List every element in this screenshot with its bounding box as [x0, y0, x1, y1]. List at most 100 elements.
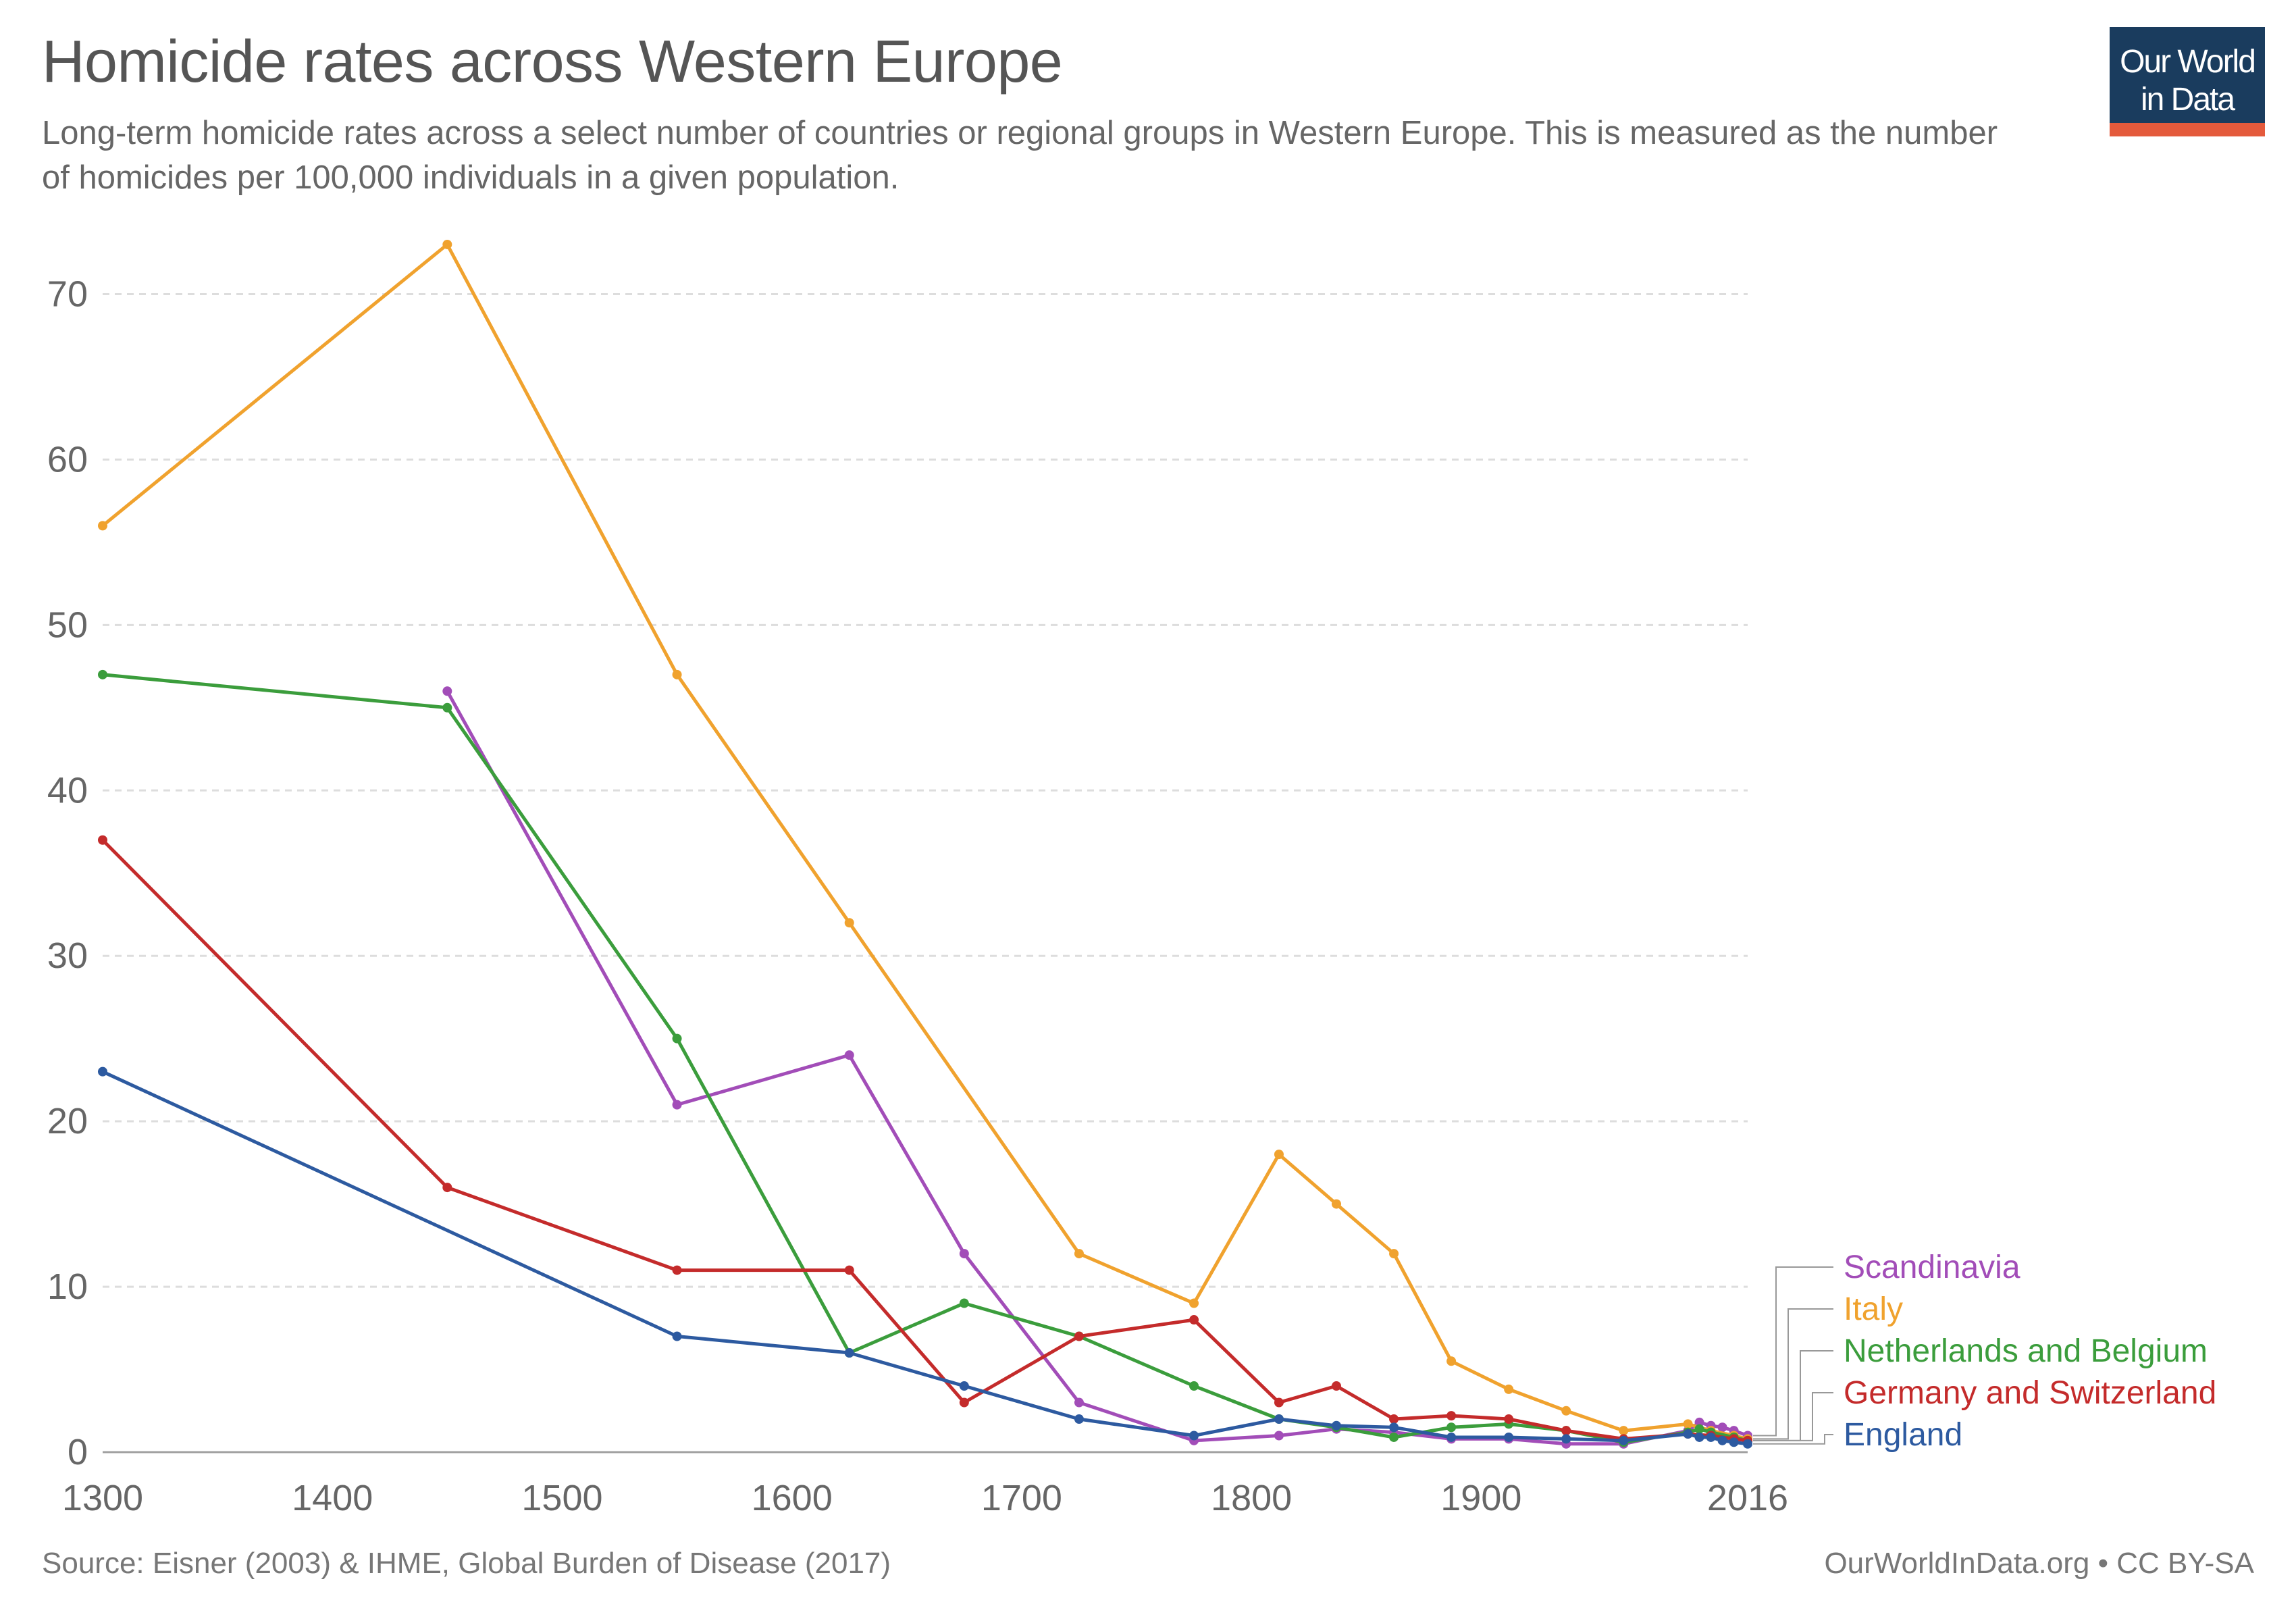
data-point [1446, 1356, 1457, 1366]
owid-logo[interactable]: Our World in Data [2110, 27, 2265, 136]
legend-connector [1753, 1350, 1833, 1441]
data-point [959, 1397, 969, 1408]
data-point [672, 669, 682, 679]
data-point [1189, 1381, 1199, 1391]
data-point [1743, 1439, 1752, 1449]
data-point [1074, 1397, 1084, 1408]
series-germany-and-switzerland [98, 835, 1752, 1445]
logo-text-line-1: Our World [2120, 44, 2256, 80]
chart-subtitle: Long-term homicide rates across a select… [42, 115, 1998, 196]
legend-connector [1753, 1434, 1833, 1445]
data-series [98, 239, 1752, 1449]
source-note[interactable]: Source: Eisner (2003) & IHME, Global Bur… [42, 1547, 891, 1580]
series-italy [98, 239, 1752, 1444]
logo-accent-bar [2110, 123, 2265, 136]
data-point [1504, 1384, 1514, 1394]
y-tick-label: 0 [68, 1432, 88, 1472]
data-point [1389, 1414, 1399, 1424]
data-point [1619, 1426, 1629, 1436]
data-point [1446, 1432, 1457, 1442]
x-tick-label: 1500 [521, 1478, 602, 1518]
data-point [1332, 1381, 1341, 1391]
y-tick-label: 40 [47, 770, 88, 810]
x-tick-label: 2016 [1707, 1478, 1788, 1518]
data-point [1504, 1414, 1514, 1424]
data-point [959, 1381, 969, 1391]
y-tick-label: 60 [47, 439, 88, 480]
legend-label: Scandinavia [1844, 1250, 2020, 1285]
data-point [844, 918, 854, 928]
data-point [672, 1100, 682, 1110]
y-tick-label: 70 [47, 274, 88, 314]
legend-label: Germany and Switzerland [1844, 1375, 2216, 1411]
y-tick-label: 10 [47, 1266, 88, 1307]
x-tick-label: 1300 [62, 1478, 143, 1518]
data-point [1274, 1431, 1284, 1441]
data-point [442, 686, 452, 696]
series-line [101, 242, 1748, 1441]
series-line [446, 690, 1748, 1446]
y-tick-label: 30 [47, 935, 88, 976]
y-tick-label: 20 [47, 1101, 88, 1141]
data-point [1274, 1397, 1284, 1408]
grid-lines [103, 292, 1748, 1288]
series-england [98, 1066, 1752, 1449]
data-point [98, 669, 107, 679]
data-point [1189, 1298, 1199, 1308]
data-point [1683, 1419, 1693, 1429]
x-tick-label: 1900 [1440, 1478, 1521, 1518]
data-point [672, 1265, 682, 1275]
legend-label: England [1844, 1417, 1962, 1453]
series-line [101, 1070, 1748, 1446]
y-tick-label: 50 [47, 604, 88, 645]
legend-connector [1753, 1392, 1833, 1441]
data-point [442, 239, 452, 249]
data-point [1274, 1414, 1284, 1424]
x-tick-label: 1400 [292, 1478, 373, 1518]
data-point [1706, 1432, 1716, 1442]
data-point [98, 835, 107, 845]
axes: 0 10 20 30 40 50 60 70 1300 1400 1500 1600 1700 1800 1… [47, 274, 1788, 1518]
legend-connector [1753, 1266, 1833, 1437]
data-point [672, 1033, 682, 1044]
data-point [959, 1298, 969, 1308]
data-point [1189, 1431, 1199, 1441]
data-point [1683, 1429, 1693, 1439]
data-point [1389, 1249, 1399, 1259]
data-point [1074, 1249, 1084, 1259]
x-tick-label: 1700 [981, 1478, 1062, 1518]
data-point [672, 1331, 682, 1341]
data-point [442, 1183, 452, 1193]
legend-label: Italy [1844, 1291, 1903, 1327]
data-point [98, 521, 107, 531]
x-tick-label: 1600 [752, 1478, 833, 1518]
data-point [959, 1249, 969, 1259]
data-point [844, 1050, 854, 1060]
legend-connector [1753, 1308, 1833, 1440]
x-tick-label: 1800 [1211, 1478, 1292, 1518]
data-point [1389, 1422, 1399, 1433]
logo-text-line-2: in Data [2140, 82, 2235, 118]
data-point [1561, 1406, 1571, 1416]
data-point [1446, 1411, 1457, 1421]
data-point [1504, 1432, 1514, 1442]
data-point [1074, 1414, 1084, 1424]
license-note[interactable]: OurWorldInData.org • CC BY-SA [1824, 1547, 2254, 1580]
data-point [1332, 1420, 1341, 1431]
data-point [1694, 1432, 1704, 1442]
data-point [1694, 1417, 1704, 1427]
series-line [101, 838, 1748, 1443]
data-point [442, 702, 452, 713]
data-point [1717, 1435, 1727, 1445]
data-point [1389, 1432, 1399, 1442]
series-netherlands-and-belgium [98, 669, 1752, 1447]
legend-label: Netherlands and Belgium [1844, 1333, 2208, 1369]
data-point [1694, 1424, 1704, 1434]
legend: Scandinavia Italy Netherlands and Belgium G… [1753, 1250, 2216, 1453]
data-point [1729, 1437, 1739, 1447]
data-point [1619, 1435, 1629, 1445]
chart-title: Homicide rates across Western Europe [42, 28, 1063, 95]
data-point [1074, 1331, 1084, 1341]
data-point [844, 1265, 854, 1275]
